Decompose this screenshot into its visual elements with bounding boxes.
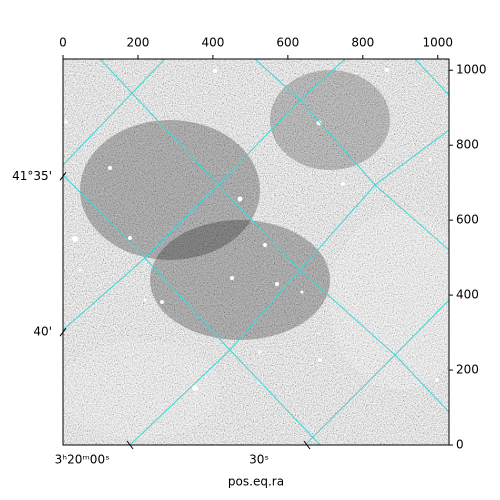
grid-line (304, 299, 449, 445)
x-axis-label: pos.eq.ra (228, 475, 284, 489)
plot-frame (62, 58, 450, 446)
dec-tick-label: 41°35' (12, 169, 52, 183)
x-tick-label: 0 (59, 36, 67, 50)
sky-image (63, 59, 449, 445)
grid-line (63, 174, 321, 445)
dec-tick (59, 171, 67, 181)
ra-tick (126, 440, 134, 450)
x-tick-label: 400 (201, 36, 224, 50)
y-tick-label: 400 (456, 288, 479, 302)
y-tick-label: 200 (456, 363, 479, 377)
x-tick-label: 1000 (422, 36, 453, 50)
dec-tick (59, 327, 67, 337)
grid-line (63, 59, 166, 166)
grid-line (254, 59, 449, 251)
ra-tick (303, 440, 311, 450)
grid-line (63, 59, 346, 331)
y-tick-label: 600 (456, 213, 479, 227)
y-tick-label: 1000 (456, 63, 487, 77)
y-tick-label: 0 (456, 438, 464, 452)
ra-tick-label: 30ˢ (249, 453, 269, 467)
grid-line (129, 129, 449, 445)
grid-line (414, 59, 449, 96)
x-tick-label: 200 (126, 36, 149, 50)
ra-tick-label: 3ʰ20ᵐ00ˢ (55, 453, 110, 467)
x-tick-label: 800 (351, 36, 374, 50)
x-tick-label: 600 (276, 36, 299, 50)
dec-tick-label: 40' (33, 325, 52, 339)
y-tick-label: 800 (456, 138, 479, 152)
